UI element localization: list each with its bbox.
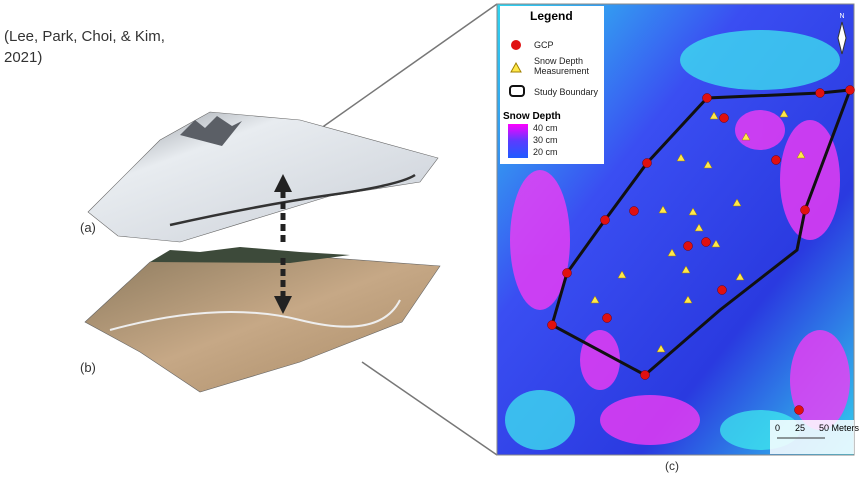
panel-label: (a) (80, 220, 96, 235)
gcp-point (548, 321, 557, 330)
gcp-point (816, 89, 825, 98)
gcp-point (801, 206, 810, 215)
scale-bar-label: 50 Meters (819, 423, 860, 433)
legend-label: GCP (534, 40, 554, 50)
gcp-point (643, 159, 652, 168)
gcp-point (601, 216, 610, 225)
figure: (Lee, Park, Choi, & Kim, 2021) (a) (b) /… (0, 0, 864, 479)
legend-gcp (511, 40, 521, 50)
scale-label: 30 cm (533, 135, 558, 145)
legend-label: Study Boundary (534, 87, 599, 97)
snow-surface (88, 112, 438, 242)
gcp-point (703, 94, 712, 103)
gcp-point (684, 242, 693, 251)
scale-bar: 0 25 50 Meters (770, 420, 860, 454)
gcp-point (702, 238, 711, 247)
legend-label: Snow Depth (534, 56, 583, 66)
gcp-point (846, 86, 855, 95)
scale-bar-label: 25 (795, 423, 805, 433)
depth-ramp (508, 124, 528, 158)
panel-label: (b) (80, 360, 96, 375)
gcp-point (795, 406, 804, 415)
panel-label: (c) (665, 459, 679, 473)
scale-label: 20 cm (533, 147, 558, 157)
legend-label: Measurement (534, 66, 590, 76)
gcp-point (720, 114, 729, 123)
page: (Lee, Park, Choi, & Kim, 2021) (a) (b) /… (0, 0, 864, 479)
scale-label: 40 cm (533, 123, 558, 133)
legend-title: Legend (530, 9, 573, 23)
gcp-point (772, 156, 781, 165)
citation: (Lee, Park, Choi, & Kim, 2021) (4, 28, 165, 66)
gcp-point (630, 207, 639, 216)
scale-title: Snow Depth (503, 111, 561, 122)
gcp-point (603, 314, 612, 323)
scale-bar-label: 0 (775, 423, 780, 433)
gcp-point (718, 286, 727, 295)
gcp-point (563, 269, 572, 278)
citation-line: 2021) (4, 49, 42, 66)
connector (362, 362, 497, 455)
north-label: N (839, 13, 844, 20)
legend: Legend GCP Snow Depth Measurement Study … (500, 6, 604, 164)
gcp-point (641, 371, 650, 380)
citation-line: (Lee, Park, Choi, & Kim, (4, 28, 165, 45)
